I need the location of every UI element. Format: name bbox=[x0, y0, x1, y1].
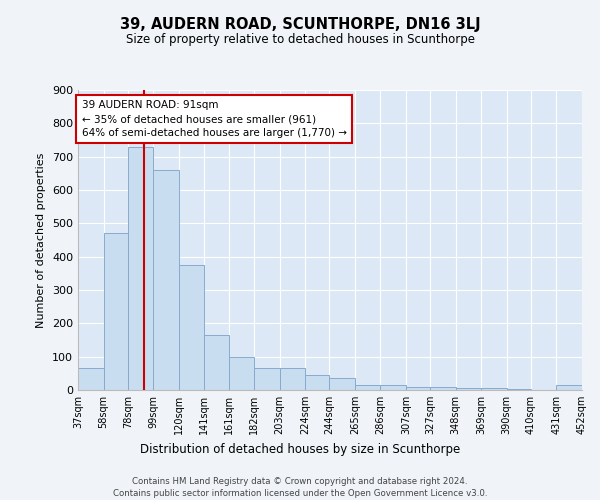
Bar bbox=[254, 368, 280, 390]
Bar bbox=[128, 146, 153, 390]
Bar bbox=[153, 170, 179, 390]
Bar bbox=[229, 356, 254, 390]
Text: 39 AUDERN ROAD: 91sqm
← 35% of detached houses are smaller (961)
64% of semi-det: 39 AUDERN ROAD: 91sqm ← 35% of detached … bbox=[82, 100, 347, 138]
Bar bbox=[556, 385, 582, 390]
Bar bbox=[380, 385, 406, 390]
Bar bbox=[329, 378, 355, 390]
Text: Contains HM Land Registry data © Crown copyright and database right 2024.: Contains HM Land Registry data © Crown c… bbox=[132, 478, 468, 486]
Bar bbox=[179, 265, 205, 390]
Bar bbox=[280, 368, 305, 390]
Text: 39, AUDERN ROAD, SCUNTHORPE, DN16 3LJ: 39, AUDERN ROAD, SCUNTHORPE, DN16 3LJ bbox=[119, 18, 481, 32]
Bar bbox=[455, 388, 481, 390]
Bar bbox=[205, 335, 229, 390]
Text: Contains public sector information licensed under the Open Government Licence v3: Contains public sector information licen… bbox=[113, 489, 487, 498]
Bar bbox=[481, 388, 507, 390]
Bar bbox=[430, 386, 455, 390]
Text: Size of property relative to detached houses in Scunthorpe: Size of property relative to detached ho… bbox=[125, 32, 475, 46]
Bar bbox=[104, 234, 128, 390]
Bar bbox=[78, 368, 104, 390]
Bar bbox=[305, 375, 329, 390]
Text: Distribution of detached houses by size in Scunthorpe: Distribution of detached houses by size … bbox=[140, 442, 460, 456]
Bar bbox=[355, 385, 380, 390]
Y-axis label: Number of detached properties: Number of detached properties bbox=[37, 152, 46, 328]
Bar bbox=[406, 386, 430, 390]
